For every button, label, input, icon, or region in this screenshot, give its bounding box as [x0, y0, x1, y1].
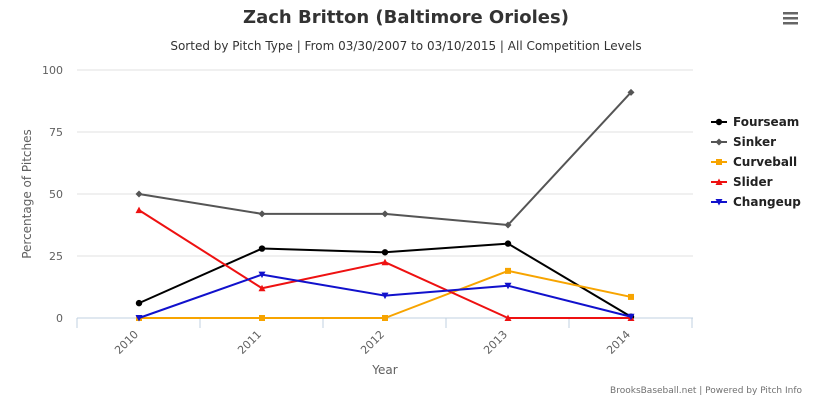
chart-subtitle: Sorted by Pitch Type | From 03/30/2007 t… [170, 39, 641, 53]
legend-item-changeup[interactable]: Changeup [711, 195, 801, 209]
credits-text[interactable]: BrooksBaseball.net | Powered by Pitch In… [610, 386, 802, 396]
legend-item-curveball[interactable]: Curveball [711, 155, 797, 169]
data-point-changeup[interactable] [258, 271, 266, 279]
series-slider [135, 206, 635, 322]
data-point-fourseam[interactable] [258, 245, 266, 252]
data-point-slider[interactable] [135, 206, 143, 214]
legend-marker[interactable] [715, 138, 723, 146]
data-point-curveball[interactable] [505, 267, 511, 274]
chart-title: Zach Britton (Baltimore Orioles) [243, 7, 569, 28]
y-tick-label: 75 [49, 126, 63, 139]
y-axis: 0 25 50 75 100 [42, 64, 63, 325]
legend-marker[interactable] [716, 159, 722, 165]
data-point-changeup[interactable] [135, 315, 143, 322]
data-point-changeup[interactable] [504, 282, 512, 290]
data-point-fourseam[interactable] [504, 240, 512, 247]
legend-label[interactable]: Slider [733, 175, 773, 189]
hamburger-menu-icon[interactable] [783, 12, 798, 25]
data-point-fourseam[interactable] [381, 249, 389, 256]
data-point-changeup[interactable] [627, 313, 635, 321]
series-sinker [135, 88, 635, 229]
y-axis-title: Percentage of Pitches [20, 129, 34, 259]
series-fourseam [135, 240, 635, 320]
data-point-sinker[interactable] [504, 221, 512, 229]
legend-label[interactable]: Fourseam [733, 115, 799, 129]
data-point-fourseam[interactable] [135, 299, 143, 307]
legend-marker[interactable] [715, 199, 723, 206]
y-tick-label: 50 [49, 188, 63, 201]
data-point-sinker[interactable] [381, 210, 389, 218]
data-point-curveball[interactable] [259, 315, 265, 321]
context-menu-button[interactable] [778, 6, 804, 30]
data-point-curveball[interactable] [628, 293, 634, 300]
legend-marker[interactable] [715, 178, 723, 186]
legend-label[interactable]: Curveball [733, 155, 797, 169]
data-point-slider[interactable] [258, 284, 266, 292]
legend-item-sinker[interactable]: Sinker [711, 135, 776, 149]
legend: Fourseam Sinker Curveball Slider Changeup [711, 115, 801, 209]
data-point-sinker[interactable] [135, 190, 143, 198]
data-point-sinker[interactable] [258, 210, 266, 218]
y-tick-label: 100 [42, 64, 63, 77]
y-tick-label: 25 [49, 250, 63, 263]
legend-label[interactable]: Changeup [733, 195, 801, 209]
data-point-changeup[interactable] [381, 292, 389, 300]
legend-item-slider[interactable]: Slider [711, 175, 773, 189]
data-point-curveball[interactable] [382, 315, 388, 321]
data-point-slider[interactable] [381, 258, 389, 266]
legend-label[interactable]: Sinker [733, 135, 776, 149]
x-axis-title: Year [371, 363, 397, 377]
legend-item-fourseam[interactable]: Fourseam [711, 115, 799, 129]
y-tick-label: 0 [56, 312, 63, 325]
series-changeup [135, 271, 635, 322]
data-point-sinker[interactable] [627, 88, 635, 96]
legend-marker[interactable] [715, 118, 723, 126]
data-point-slider[interactable] [504, 314, 512, 322]
series-lines [135, 88, 635, 322]
